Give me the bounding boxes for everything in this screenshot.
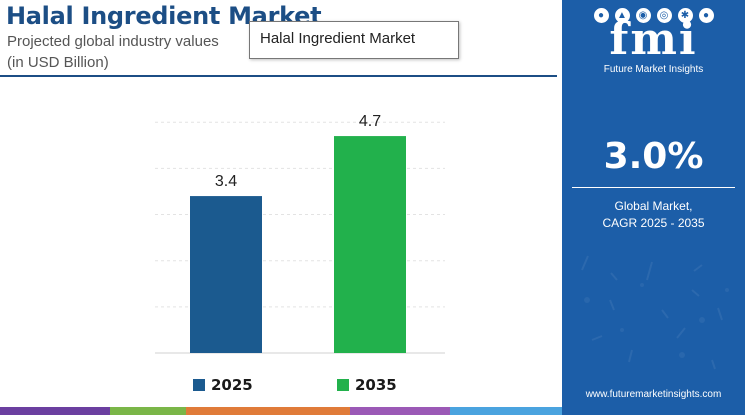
chart-unit-label: (in USD Billion) <box>7 54 109 71</box>
cagr-value: 3.0% <box>603 136 704 177</box>
bottom-strip-segment-1 <box>0 407 110 415</box>
side-panel: ● ▲ ◉ ◎ ✱ ● fmi Future Market Insights 3… <box>562 0 745 415</box>
chart-tooltip: Halal Ingredient Market <box>249 21 459 59</box>
globe-icon: ◉ <box>635 8 651 23</box>
logo-icon-row: ● ▲ ◉ ◎ ✱ ● <box>562 8 745 23</box>
website-url: www.futuremarketinsights.com <box>585 389 722 400</box>
legend-label-2025: 2025 <box>211 376 253 394</box>
bar-chart: 3.4 4.7 <box>155 113 445 354</box>
header-divider <box>0 75 557 77</box>
fmi-logo: fmi <box>609 14 698 65</box>
data-label-2025: 3.4 <box>215 173 237 190</box>
panel-divider <box>572 187 735 188</box>
people-icon: ● <box>593 8 609 23</box>
bottom-strip-segment-3 <box>186 407 350 415</box>
bar-2035 <box>334 136 406 353</box>
cagr-label: Global Market, CAGR 2025 - 2035 <box>562 198 745 232</box>
legend-item-2035: 2035 <box>337 376 397 394</box>
bottom-strip-segment-5 <box>450 407 562 415</box>
bottom-strip-segment-2 <box>110 407 186 415</box>
data-label-2035: 4.7 <box>359 113 381 130</box>
bottom-strip-segment-4 <box>350 407 450 415</box>
cagr-label-line-1: Global Market, <box>614 199 693 213</box>
panel-texture <box>581 255 729 370</box>
chart-icon: ▲ <box>614 8 630 23</box>
legend-label-2035: 2035 <box>355 376 397 394</box>
target-icon: ◎ <box>656 8 672 23</box>
legend-swatch-2035 <box>337 379 349 391</box>
chart-subtitle: Projected global industry values <box>7 33 219 50</box>
bar-2025 <box>190 196 262 353</box>
cagr-label-line-2: CAGR 2025 - 2035 <box>602 216 705 230</box>
legend-item-2025: 2025 <box>193 376 253 394</box>
gear-icon: ✱ <box>677 8 693 23</box>
legend-swatch-2025 <box>193 379 205 391</box>
logo-subtitle: Future Market Insights <box>603 64 704 75</box>
person-icon: ● <box>698 8 714 23</box>
